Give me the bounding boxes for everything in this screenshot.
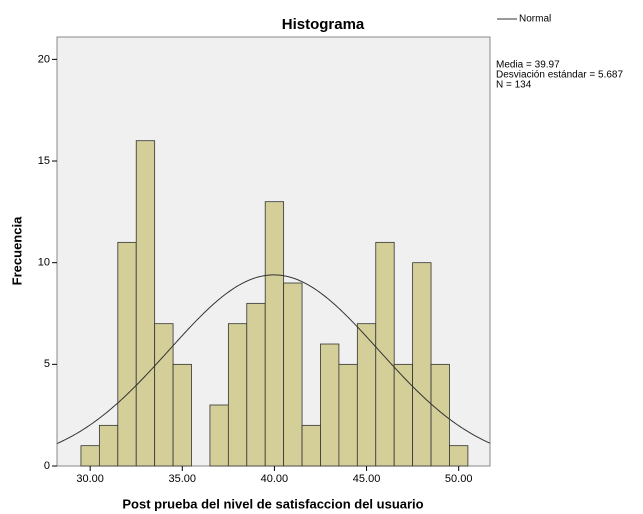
y-tick-label: 15 [38, 155, 50, 167]
bar [301, 424, 321, 467]
bar [375, 241, 395, 467]
y-axis-label: Frecuencia [9, 216, 24, 285]
bar [227, 323, 248, 467]
y-tick-label: 0 [44, 460, 50, 472]
x-tick-label: 35.00 [169, 473, 197, 485]
bar [246, 302, 266, 467]
legend-label: Normal [519, 14, 551, 25]
y-tick-label: 20 [38, 53, 50, 65]
x-axis-label: Post prueba del nivel de satisfaccion de… [122, 496, 423, 511]
bar [154, 323, 174, 467]
y-tick-label: 10 [38, 257, 50, 269]
bar [80, 445, 100, 467]
bar [356, 323, 377, 467]
bar [430, 363, 450, 467]
stat-label: Media = 39.97 [496, 60, 560, 71]
bar [264, 201, 285, 467]
stat-label: N = 134 [496, 80, 532, 91]
x-tick-label: 50.00 [445, 473, 473, 485]
y-tick-label: 5 [44, 358, 50, 370]
bar [320, 343, 340, 467]
bar [117, 241, 137, 467]
bar [393, 363, 414, 467]
bar [412, 262, 432, 467]
stat-label: Desviación estándar = 5.687 [496, 70, 623, 81]
x-tick-label: 30.00 [76, 473, 104, 485]
bar [172, 363, 192, 467]
x-tick-label: 45.00 [353, 473, 381, 485]
bar [98, 424, 119, 467]
x-tick-label: 40.00 [261, 473, 289, 485]
chart-title: Histograma [282, 16, 365, 33]
bar [209, 404, 229, 467]
normal-curve [56, 274, 491, 445]
bar [135, 140, 156, 467]
bar [338, 363, 358, 467]
bar [283, 282, 303, 467]
bar [449, 445, 469, 467]
